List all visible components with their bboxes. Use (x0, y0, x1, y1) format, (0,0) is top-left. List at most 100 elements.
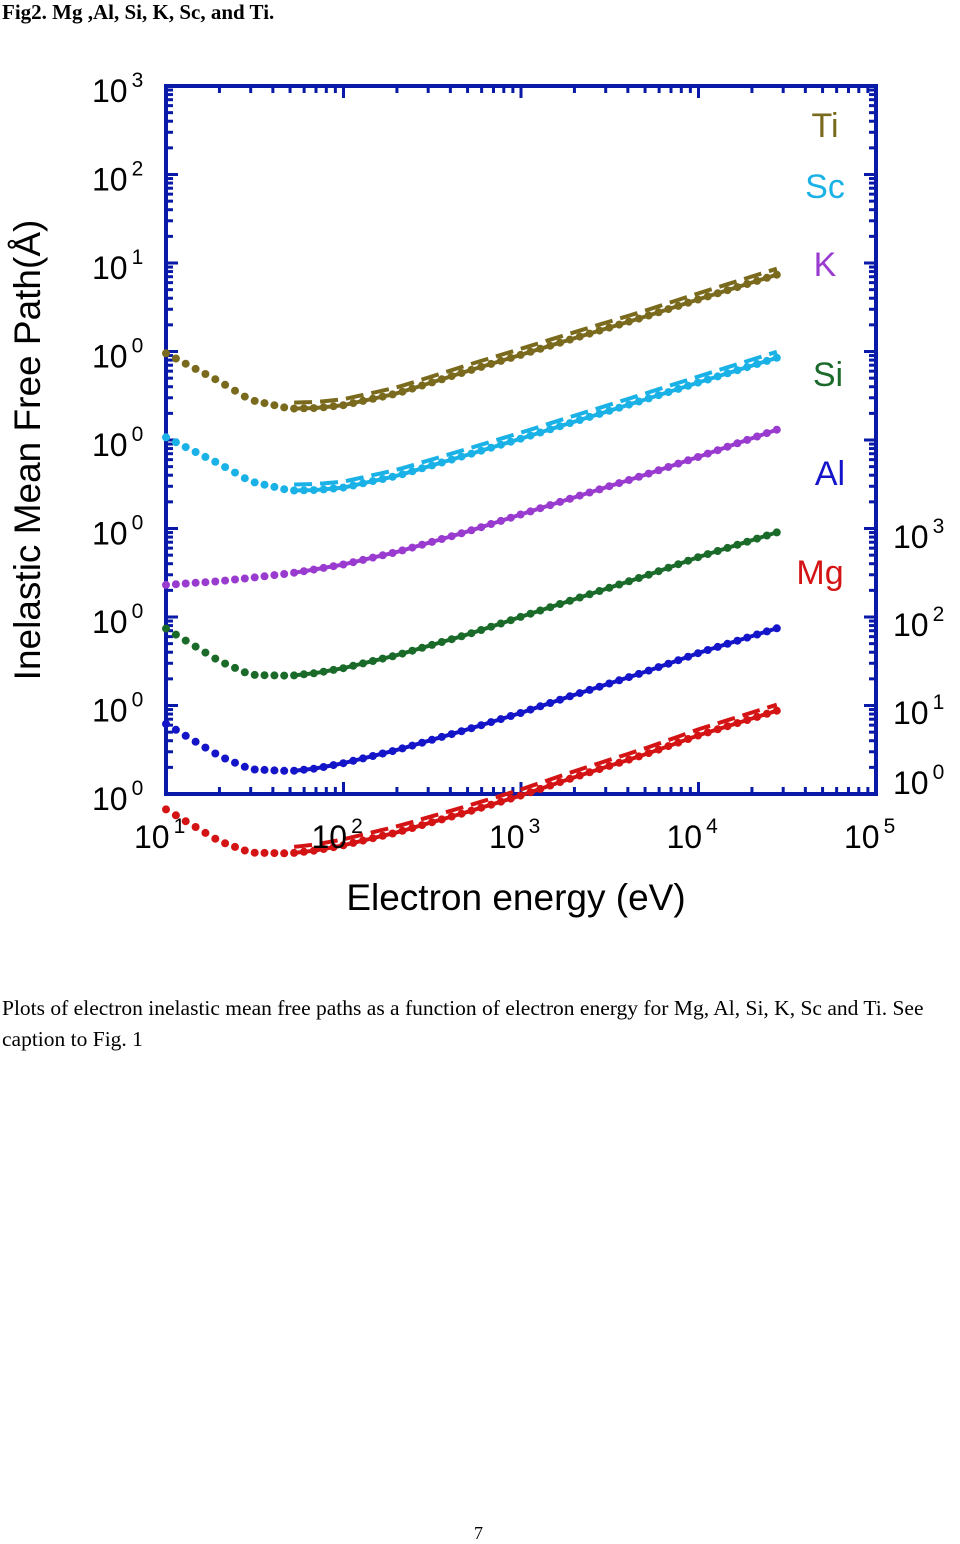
data-point (565, 494, 574, 503)
data-point (418, 540, 427, 549)
data-point (743, 435, 752, 444)
data-point (211, 375, 220, 384)
data-point (299, 404, 308, 413)
data-point (664, 659, 673, 668)
data-point (388, 829, 397, 838)
data-point (368, 834, 377, 843)
data-point (319, 485, 328, 494)
data-point (477, 803, 486, 812)
x-axis-label: Electron energy (eV) (346, 877, 685, 918)
data-point (565, 335, 574, 344)
data-point (762, 709, 771, 718)
data-point (201, 452, 210, 461)
data-point (772, 270, 781, 279)
data-point (240, 474, 249, 483)
data-point (556, 497, 564, 506)
data-point (447, 812, 456, 821)
series-al (162, 624, 781, 775)
data-point (467, 449, 476, 458)
data-point (516, 510, 525, 519)
data-point (743, 363, 752, 372)
data-point (615, 758, 624, 767)
series-label-si: Si (813, 356, 843, 394)
series-mg (162, 702, 781, 858)
series-label-ti: Ti (811, 107, 838, 145)
data-point (595, 682, 604, 691)
data-point (359, 396, 367, 405)
data-point (447, 455, 456, 464)
data-point (575, 593, 584, 602)
data-point (615, 676, 624, 685)
data-point (694, 553, 702, 562)
data-point (615, 403, 624, 412)
y-tick-label-right: 10 2 (893, 603, 944, 643)
data-point (467, 629, 476, 638)
data-point (664, 463, 673, 471)
data-point (703, 292, 712, 301)
data-point (506, 353, 515, 362)
data-point (556, 600, 564, 608)
data-point (556, 778, 564, 787)
data-point (506, 437, 515, 446)
data-point (270, 482, 279, 491)
data-point (408, 543, 417, 552)
data-point (309, 565, 318, 574)
y-tick-label-left: 10 0 (92, 335, 143, 375)
data-point (506, 794, 515, 803)
data-point (250, 670, 259, 679)
data-point (339, 401, 348, 410)
x-tick-label: 10 1 (134, 815, 185, 855)
data-point (398, 826, 407, 835)
data-point (319, 845, 328, 853)
data-point (339, 841, 348, 850)
data-point (625, 476, 633, 484)
data-point (388, 652, 397, 661)
data-point (496, 356, 505, 365)
series-label-k: K (814, 246, 837, 284)
data-point (496, 797, 505, 806)
data-point (260, 480, 269, 489)
data-point (171, 725, 180, 734)
data-point (654, 663, 663, 672)
data-point (418, 381, 427, 390)
data-point (713, 725, 722, 734)
data-point (605, 761, 614, 770)
data-point (753, 432, 762, 441)
data-point (585, 590, 594, 599)
data-point (713, 372, 722, 381)
data-point (280, 570, 289, 578)
y-tick-label-left: 10 0 (92, 600, 143, 640)
data-point (585, 488, 594, 497)
data-point (408, 824, 417, 832)
data-point (644, 570, 653, 579)
data-point (270, 571, 279, 580)
series-k (162, 425, 781, 589)
data-point (378, 392, 387, 401)
data-point (378, 831, 387, 840)
data-point (644, 666, 653, 675)
data-point (211, 654, 220, 663)
data-point (457, 529, 466, 538)
data-point (221, 576, 230, 585)
data-point (201, 648, 210, 657)
data-point (231, 386, 239, 395)
data-point (447, 730, 456, 739)
data-point (546, 603, 555, 612)
x-tick-label: 10 4 (667, 815, 719, 855)
series-si (162, 528, 781, 680)
data-point (674, 459, 683, 468)
data-point (329, 402, 338, 411)
data-point (762, 273, 771, 282)
data-point (447, 372, 456, 381)
data-point (398, 744, 407, 753)
data-point (605, 406, 614, 415)
data-point (556, 422, 564, 431)
data-point (723, 442, 732, 451)
data-point (280, 485, 289, 494)
data-point (398, 546, 407, 555)
data-point (359, 836, 367, 845)
data-point (418, 821, 427, 830)
data-point (654, 745, 663, 754)
data-point (772, 353, 781, 362)
data-point (290, 766, 299, 775)
